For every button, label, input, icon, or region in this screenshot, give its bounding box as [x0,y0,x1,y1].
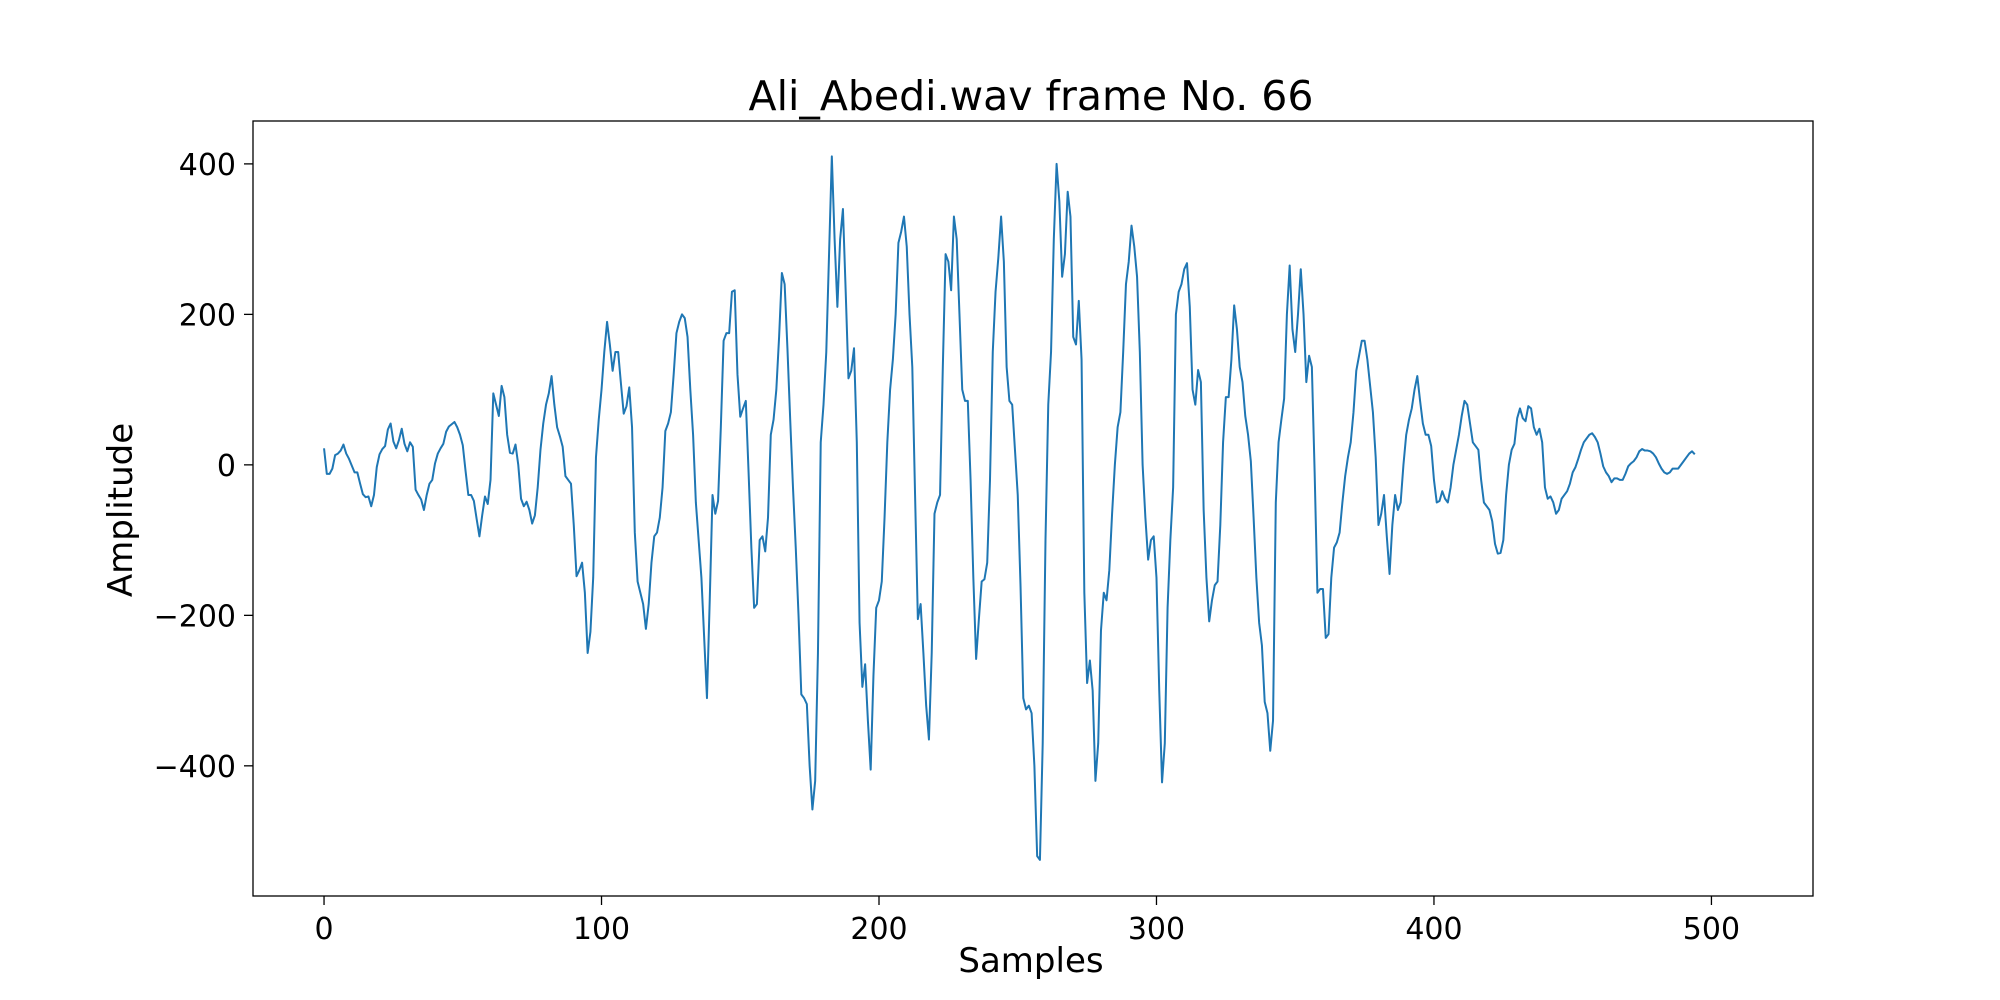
y-axis: −400 −200 0 200 400 [154,148,253,785]
x-tick-label: 400 [1405,912,1462,947]
x-axis: 0 100 200 300 400 500 [314,896,1740,947]
y-tick-label: −400 [154,750,236,785]
y-axis-label: Amplitude [101,423,141,597]
x-tick-label: 500 [1683,912,1740,947]
chart-title: Ali_Abedi.wav frame No. 66 [749,72,1314,120]
x-tick-label: 100 [573,912,630,947]
y-tick-label: −200 [154,599,236,634]
y-tick-label: 200 [179,298,236,333]
x-tick-label: 300 [1128,912,1185,947]
x-tick-label: 200 [850,912,907,947]
plot-frame [252,120,1814,897]
x-axis-label: Samples [958,941,1103,981]
y-tick-label: 0 [217,449,236,484]
x-tick-label: 0 [314,912,333,947]
series-line-0 [323,155,1696,861]
y-tick-label: 400 [179,148,236,183]
plot-area [252,120,1814,897]
